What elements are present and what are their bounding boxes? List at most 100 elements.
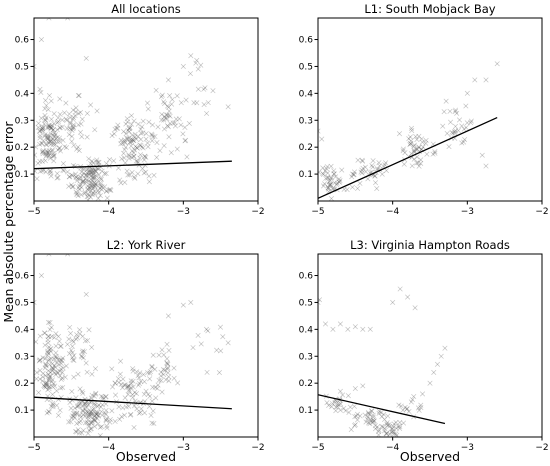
scatter-point — [395, 423, 401, 429]
scatter-point — [164, 366, 170, 372]
y-tick-label: 0.1 — [299, 406, 313, 416]
scatter-point — [204, 110, 210, 117]
scatter-point — [70, 107, 76, 113]
scatter-point — [170, 120, 176, 126]
scatter-point — [91, 180, 97, 186]
scatter-point — [83, 360, 89, 366]
scatter-point — [93, 173, 99, 179]
scatter-point — [126, 383, 132, 389]
scatter-point — [37, 86, 43, 92]
scatter-point — [63, 363, 69, 369]
scatter-point — [48, 131, 54, 137]
scatter-point — [161, 352, 167, 358]
scatter-point — [335, 401, 341, 407]
scatter-point — [89, 167, 95, 173]
scatter-point — [140, 145, 146, 151]
scatter-point — [75, 122, 81, 128]
scatter-point — [121, 412, 128, 418]
scatter-point — [351, 169, 358, 175]
scatter-point — [141, 379, 147, 385]
scatter-point — [130, 384, 136, 390]
scatter-point — [34, 299, 37, 305]
scatter-point — [380, 424, 386, 430]
fit-line — [318, 394, 446, 425]
scatter-point — [71, 353, 77, 359]
scatter-point — [416, 407, 422, 413]
scatter-point — [145, 144, 151, 150]
scatter-point — [344, 186, 350, 193]
scatter-point — [84, 194, 90, 200]
scatter-point — [193, 60, 199, 66]
scatter-point — [370, 164, 376, 170]
scatter-point — [41, 382, 47, 388]
scatter-point — [352, 324, 358, 330]
scatter-point — [70, 339, 77, 345]
scatter-point — [94, 411, 100, 418]
scatter-point — [63, 100, 69, 106]
scatter-point — [69, 355, 76, 361]
scatter-point — [47, 373, 53, 379]
scatter-point — [459, 140, 465, 146]
scatter-point — [134, 145, 140, 151]
scatter-point — [68, 182, 75, 188]
scatter-point — [327, 182, 333, 188]
scatter-point — [459, 123, 465, 129]
scatter-point — [70, 173, 76, 179]
scatter-point — [126, 126, 132, 132]
scatter-point — [353, 413, 359, 419]
scatter-point — [55, 370, 61, 376]
scatter-point — [401, 161, 407, 167]
scatter-point — [45, 348, 51, 354]
scatter-point — [360, 326, 366, 332]
scatter-point — [468, 118, 474, 124]
scatter-point — [328, 163, 334, 169]
x-tick-label: −5 — [311, 443, 324, 453]
scatter-point — [172, 120, 178, 126]
subplot-title: All locations — [111, 2, 181, 16]
scatter-point — [103, 170, 109, 176]
scatter-point — [68, 330, 74, 336]
scatter-point — [66, 174, 72, 180]
scatter-point — [137, 152, 144, 158]
scatter-point — [73, 109, 79, 115]
x-tick-label: −5 — [27, 207, 40, 217]
scatter-point — [362, 412, 368, 418]
scatter-point — [330, 326, 336, 332]
scatter-point — [96, 190, 102, 196]
scatter-point — [39, 127, 45, 133]
scatter-point — [79, 354, 85, 360]
scatter-point — [89, 420, 95, 426]
scatter-point — [126, 152, 132, 158]
scatter-point — [150, 134, 156, 140]
scatter-point — [68, 347, 74, 353]
scatter-point — [125, 384, 131, 390]
scatter-point — [48, 348, 54, 355]
scatter-point — [95, 195, 101, 201]
scatter-point — [345, 393, 351, 399]
scatter-point — [58, 343, 64, 349]
scatter-point — [127, 412, 134, 418]
scatter-point — [195, 332, 201, 338]
scatter-point — [119, 414, 125, 420]
scatter-point — [391, 429, 397, 435]
scatter-point — [37, 158, 43, 164]
scatter-point — [125, 119, 131, 125]
scatter-point — [96, 159, 102, 166]
scatter-point — [186, 120, 192, 126]
scatter-point — [71, 122, 77, 128]
scatter-point — [366, 411, 373, 417]
scatter-point — [140, 371, 147, 378]
scatter-point — [406, 408, 412, 415]
axes-frame — [33, 17, 259, 202]
scatter-point — [47, 374, 53, 380]
scatter-point — [190, 345, 196, 351]
scatter-point — [407, 142, 413, 148]
scatter-point — [66, 336, 72, 342]
scatter-point — [166, 347, 172, 353]
scatter-point — [351, 403, 357, 409]
scatter-point — [46, 18, 52, 21]
scatter-point — [51, 130, 58, 136]
scatter-point — [146, 403, 152, 410]
scatter-point — [438, 353, 444, 359]
scatter-point — [137, 155, 143, 161]
